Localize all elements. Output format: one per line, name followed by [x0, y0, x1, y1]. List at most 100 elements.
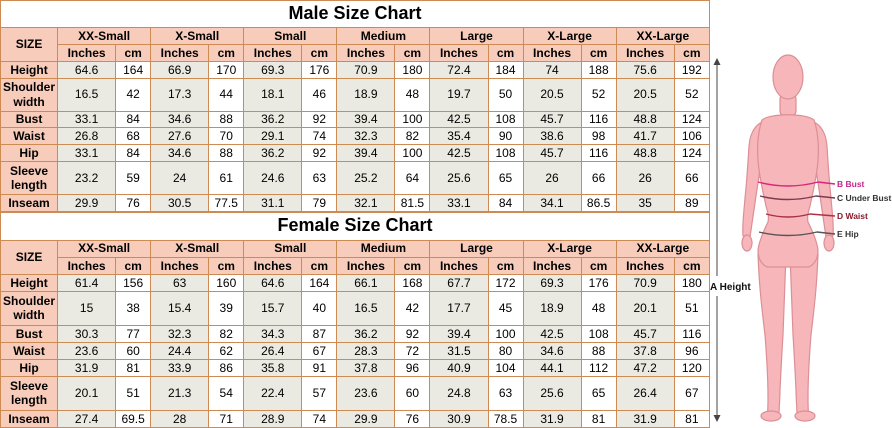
measurement-value: 46 [301, 77, 338, 112]
measurement-value: 34.6 [522, 341, 582, 361]
measurement-value: 21.3 [150, 376, 210, 411]
size-header: X-Small [150, 239, 245, 258]
measurement-value: 88 [580, 341, 617, 361]
measurement-value: 29.1 [243, 127, 303, 146]
measurement-value: 15.7 [243, 291, 303, 326]
measurement-value: 120 [673, 359, 711, 378]
measurement-value: 36.2 [243, 144, 303, 163]
measurement-value: 34.6 [150, 144, 210, 163]
measurement-value: 92 [301, 110, 338, 129]
measurement-value: 57 [301, 376, 338, 411]
measurement-value: 176 [580, 274, 617, 293]
hip-label: E Hip [837, 229, 859, 239]
unit-header: cm [208, 43, 245, 62]
measurement-value: 34.1 [522, 194, 582, 212]
right-hand [823, 234, 835, 252]
unit-header: cm [580, 256, 617, 276]
measurement-value: 20.5 [615, 77, 675, 112]
measurement-value: 15.4 [150, 291, 210, 326]
measurement-value: 42 [115, 77, 152, 112]
measurement-value: 67 [673, 376, 711, 411]
measurement-value: 18.1 [243, 77, 303, 112]
measurement-value: 34.3 [243, 324, 303, 343]
measurement-value: 35 [615, 194, 675, 212]
measurement-value: 44.1 [522, 359, 582, 378]
unit-header: cm [301, 43, 338, 62]
measurement-value: 20.5 [522, 77, 582, 112]
unit-header: Inches [150, 256, 210, 276]
unit-header: Inches [57, 43, 117, 62]
measurement-value: 63 [150, 274, 210, 293]
measurement-value: 65 [580, 376, 617, 411]
measurement-value: 28.3 [336, 341, 396, 361]
measurement-value: 64.6 [243, 274, 303, 293]
measurement-value: 35.8 [243, 359, 303, 378]
measurement-value: 67 [301, 341, 338, 361]
measurement-value: 50 [487, 77, 524, 112]
height-arrow-top [713, 58, 721, 65]
measurement-value: 39.4 [429, 324, 489, 343]
measurement-value: 42.5 [429, 110, 489, 129]
measurement-value: 33.1 [57, 144, 117, 163]
unit-header: cm [673, 43, 711, 62]
measurement-value: 33.9 [150, 359, 210, 378]
measurement-value: 51 [115, 376, 152, 411]
unit-header: cm [301, 256, 338, 276]
measurement-value: 96 [673, 341, 711, 361]
height-arrow-bottom [713, 415, 721, 422]
measurement-value: 74 [301, 409, 338, 428]
size-header: Large [429, 239, 524, 258]
unit-header: cm [487, 256, 524, 276]
measurement-value: 74 [522, 60, 582, 79]
measurement-value: 77.5 [208, 194, 245, 212]
unit-header: cm [115, 256, 152, 276]
measurement-value: 96 [394, 359, 431, 378]
measurement-value: 17.3 [150, 77, 210, 112]
measurement-value: 48.8 [615, 110, 675, 129]
measurement-value: 25.6 [429, 161, 489, 196]
measurement-value: 18.9 [522, 291, 582, 326]
measurement-value: 60 [115, 341, 152, 361]
measurement-value: 42 [394, 291, 431, 326]
unit-header: Inches [150, 43, 210, 62]
chart-title: Male Size Chart [0, 0, 710, 29]
measurement-value: 81.5 [394, 194, 431, 212]
left-foot [760, 410, 782, 422]
measurement-value: 36.2 [336, 324, 396, 343]
measurement-label: Waist [0, 341, 59, 361]
unit-header: Inches [429, 256, 489, 276]
measurement-value: 38 [115, 291, 152, 326]
measurement-label: Shoulder width [0, 77, 59, 112]
measurement-value: 112 [580, 359, 617, 378]
measurement-label: Sleeve length [0, 161, 59, 196]
measurement-value: 47.2 [615, 359, 675, 378]
measurement-value: 31.1 [243, 194, 303, 212]
unit-header: cm [394, 43, 431, 62]
measurement-value: 32.3 [150, 324, 210, 343]
measurement-value: 124 [673, 144, 711, 163]
size-header: X-Large [522, 239, 617, 258]
measurement-value: 39.4 [336, 110, 396, 129]
measurement-value: 61 [208, 161, 245, 196]
unit-header: Inches [615, 43, 675, 62]
unit-header: Inches [57, 256, 117, 276]
measurement-value: 18.9 [336, 77, 396, 112]
measurement-label: Bust [0, 324, 59, 343]
measurement-value: 87 [301, 324, 338, 343]
unit-header: Inches [243, 43, 303, 62]
measurement-value: 20.1 [57, 376, 117, 411]
measurement-value: 20.1 [615, 291, 675, 326]
unit-header: cm [487, 43, 524, 62]
measurement-label: Height [0, 274, 59, 293]
measurement-value: 36.2 [243, 110, 303, 129]
measurement-value: 72 [394, 341, 431, 361]
measurement-value: 28.9 [243, 409, 303, 428]
measurement-value: 30.5 [150, 194, 210, 212]
measurement-value: 40 [301, 291, 338, 326]
measurement-value: 70.9 [615, 274, 675, 293]
measurement-value: 69.3 [243, 60, 303, 79]
measurement-value: 26 [522, 161, 582, 196]
measurement-value: 26 [615, 161, 675, 196]
unit-header: cm [208, 256, 245, 276]
measurement-value: 66 [580, 161, 617, 196]
